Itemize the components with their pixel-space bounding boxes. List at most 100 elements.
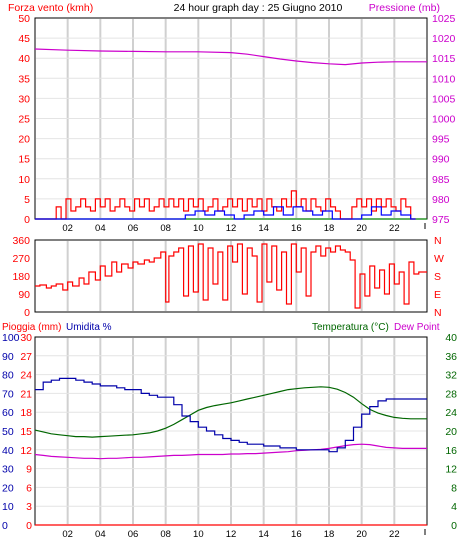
x-tick-0-14: 14 bbox=[258, 223, 269, 234]
dewpoint-axis-label: Dew Point bbox=[394, 322, 440, 333]
pressure-axis-label: Pressione (mb) bbox=[369, 2, 440, 14]
rain-tick-15: 15 bbox=[20, 426, 32, 438]
wind-direction-line bbox=[35, 243, 427, 309]
dewpoint-line bbox=[34, 443, 427, 460]
x-tick-2-04: 04 bbox=[95, 529, 106, 540]
rain-tick-9: 9 bbox=[26, 464, 32, 476]
wind-gust-series bbox=[35, 206, 416, 220]
pressure-tick-995: 995 bbox=[432, 134, 450, 146]
x-tick-0-08: 08 bbox=[160, 223, 171, 234]
x-tick-2-02: 02 bbox=[62, 529, 73, 540]
x-tick-0-18: 18 bbox=[324, 223, 335, 234]
rain-tick-6: 6 bbox=[26, 482, 32, 494]
wind-axis-label: Forza vento (kmh) bbox=[8, 2, 93, 14]
x-tick-0-12: 12 bbox=[226, 223, 237, 234]
chart-title: 24 hour graph day : 25 Giugno 2010 bbox=[174, 2, 343, 14]
humidity-tick-20: 20 bbox=[2, 482, 14, 494]
x-tick-2-16: 16 bbox=[291, 529, 302, 540]
direction-tick-180: 180 bbox=[12, 271, 30, 283]
pressure-tick-1005: 1005 bbox=[432, 93, 456, 105]
temperature-line bbox=[34, 386, 427, 438]
pressure-tick-980: 980 bbox=[432, 194, 450, 206]
temperature-tick-40: 40 bbox=[445, 332, 457, 344]
x-tick-0-20: 20 bbox=[356, 223, 367, 234]
wind-tick-0: 0 bbox=[24, 214, 30, 226]
temperature-tick-24: 24 bbox=[445, 407, 457, 419]
rain-tick-3: 3 bbox=[26, 501, 32, 513]
humidity-tick-100: 100 bbox=[2, 332, 20, 344]
x-tick-0-06: 06 bbox=[128, 223, 139, 234]
x-tick-0-10: 10 bbox=[193, 223, 204, 234]
humidity-tick-60: 60 bbox=[2, 407, 14, 419]
wind-speed-line bbox=[35, 190, 416, 220]
pressure-tick-985: 985 bbox=[432, 174, 450, 186]
direction-tick-270: 270 bbox=[12, 253, 30, 265]
wind-tick-50: 50 bbox=[18, 13, 30, 25]
wind-tick-40: 40 bbox=[18, 53, 30, 65]
pressure-tick-990: 990 bbox=[432, 154, 450, 166]
x-tick-2-06: 06 bbox=[128, 529, 139, 540]
temperature-tick-36: 36 bbox=[445, 351, 457, 363]
rain-tick-21: 21 bbox=[20, 388, 32, 400]
humidity-tick-10: 10 bbox=[2, 501, 14, 513]
humidity-tick-90: 90 bbox=[2, 351, 14, 363]
humidity-tick-40: 40 bbox=[2, 445, 14, 457]
humidity-series bbox=[35, 377, 427, 453]
compass-3-E: E bbox=[434, 289, 441, 301]
wind-gust-line bbox=[35, 206, 416, 220]
pressure-tick-1020: 1020 bbox=[432, 33, 456, 45]
temperature-tick-12: 12 bbox=[445, 464, 457, 476]
wind-tick-10: 10 bbox=[18, 174, 30, 186]
rain-tick-24: 24 bbox=[20, 370, 32, 382]
direction-tick-0: 0 bbox=[24, 307, 30, 319]
x-tick-0-22: 22 bbox=[389, 223, 400, 234]
temperature-tick-4: 4 bbox=[451, 501, 457, 513]
rain-tick-27: 27 bbox=[20, 351, 32, 363]
x-tick-0-02: 02 bbox=[62, 223, 73, 234]
rain-tick-18: 18 bbox=[20, 407, 32, 419]
temperature-series bbox=[34, 386, 427, 438]
pressure-tick-1015: 1015 bbox=[432, 53, 456, 65]
temperature-tick-8: 8 bbox=[451, 482, 457, 494]
humidity-tick-50: 50 bbox=[2, 426, 14, 438]
compass-1-W: W bbox=[434, 253, 444, 265]
x-tick-2-14: 14 bbox=[258, 529, 269, 540]
rain-axis-label: Pioggia (mm) bbox=[2, 322, 61, 333]
direction-panel-frame bbox=[34, 239, 428, 313]
humidity-tick-70: 70 bbox=[2, 388, 14, 400]
rain-tick-30: 30 bbox=[20, 332, 32, 344]
x-tick-0-04: 04 bbox=[95, 223, 106, 234]
wind-tick-5: 5 bbox=[24, 194, 30, 206]
pressure-tick-1025: 1025 bbox=[432, 13, 456, 25]
humidity-axis-label: Umidita % bbox=[66, 322, 112, 333]
wind-tick-15: 15 bbox=[18, 154, 30, 166]
compass-2-S: S bbox=[434, 271, 441, 283]
wind-speed-series bbox=[35, 190, 416, 220]
rain-tick-12: 12 bbox=[20, 445, 32, 457]
temperature-tick-20: 20 bbox=[445, 426, 457, 438]
direction-tick-360: 360 bbox=[12, 235, 30, 247]
dewpoint-series bbox=[34, 443, 427, 460]
pressure-line bbox=[34, 48, 427, 66]
temperature-axis-label: Temperatura (°C) bbox=[312, 322, 389, 333]
wind-tick-25: 25 bbox=[18, 114, 30, 126]
x-tick-2-18: 18 bbox=[324, 529, 335, 540]
humidity-line bbox=[35, 377, 427, 453]
x-tick-2-08: 08 bbox=[160, 529, 171, 540]
x-tick-2-12: 12 bbox=[226, 529, 237, 540]
data-series bbox=[34, 48, 427, 526]
x-tick-2-20: 20 bbox=[356, 529, 367, 540]
humidity-tick-30: 30 bbox=[2, 464, 14, 476]
pressure-tick-975: 975 bbox=[432, 214, 450, 226]
pressure-tick-1000: 1000 bbox=[432, 114, 456, 126]
temperature-tick-28: 28 bbox=[445, 388, 457, 400]
temperature-tick-32: 32 bbox=[445, 370, 457, 382]
x-tick-0-16: 16 bbox=[291, 223, 302, 234]
pressure-tick-1010: 1010 bbox=[432, 73, 456, 85]
grid-lines bbox=[36, 19, 426, 524]
wind-direction-series bbox=[35, 243, 427, 309]
direction-tick-90: 90 bbox=[18, 289, 30, 301]
axis-labels: 0202040406060808101012121414161618182020… bbox=[2, 13, 457, 540]
humidity-tick-80: 80 bbox=[2, 370, 14, 382]
